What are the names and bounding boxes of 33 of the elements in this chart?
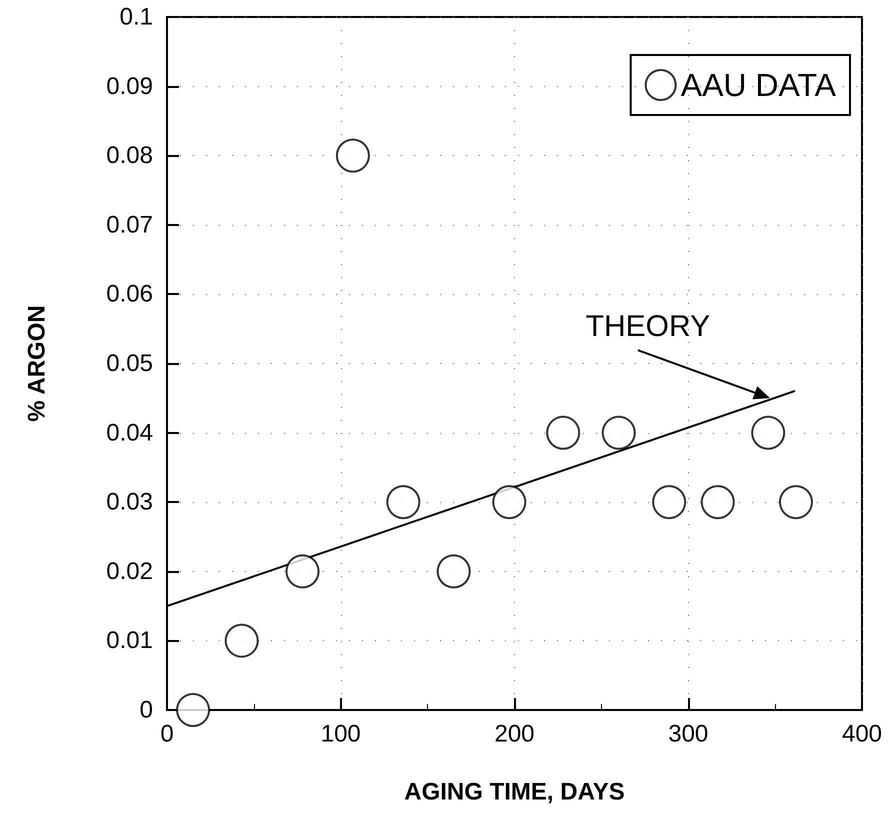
x-axis-title: AGING TIME, DAYS (404, 778, 625, 806)
annotation: THEORY (586, 310, 710, 344)
x-tick-label: 400 (842, 720, 882, 748)
point (546, 416, 580, 450)
point (386, 485, 420, 520)
point (336, 138, 370, 173)
y-tick-label: 0.09 (106, 72, 153, 100)
y-tick-label: 0.08 (106, 142, 153, 170)
y-tick-label: 0.04 (106, 419, 153, 446)
x-tick-label: 100 (320, 720, 361, 748)
point (700, 485, 735, 520)
point (436, 554, 471, 588)
y-tick-label: 0 (140, 696, 153, 724)
legend-label: AAU DATA (680, 67, 837, 103)
point (652, 485, 686, 520)
point (176, 693, 210, 727)
y-tick-label: 0.03 (106, 488, 153, 516)
y-tick-label: 0.01 (106, 627, 153, 654)
point (779, 485, 813, 520)
y-tick-label: 0.07 (106, 211, 153, 238)
point (602, 416, 636, 450)
x-tick-label: 300 (668, 720, 708, 748)
y-tick-label: 0.06 (106, 280, 153, 308)
y-axis-title: % ARGON (24, 305, 50, 422)
y-tick-label: 0.05 (106, 350, 153, 377)
point (224, 624, 259, 658)
y-tick-label: 0.02 (106, 558, 153, 585)
point (492, 485, 526, 520)
x-tick-label: 200 (494, 720, 535, 748)
point (286, 554, 320, 588)
x-tick-label: 0 (160, 720, 174, 748)
y-tick-label: 0.1 (120, 4, 153, 30)
point (751, 416, 786, 450)
